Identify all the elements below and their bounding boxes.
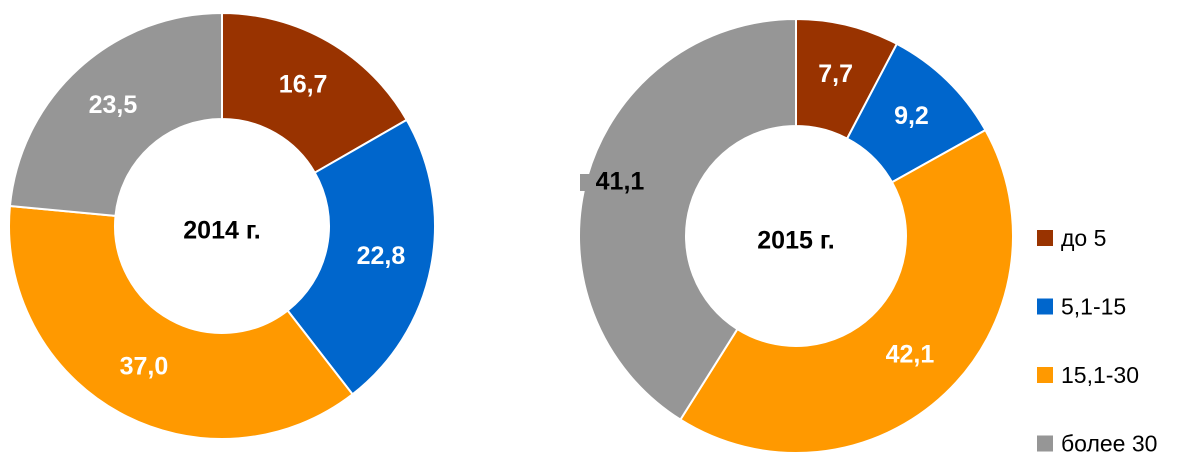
legend-key [1037,435,1053,452]
donut-slice [286,118,436,396]
legend-key [1037,230,1053,246]
data-label: 37,0 [120,353,169,381]
legend-label: до 5 [1061,225,1106,251]
legend-label: 15,1-30 [1061,362,1139,388]
label-key [580,174,597,191]
data-label: 22,8 [357,242,406,270]
donut-slice [578,17,797,422]
data-label: 23,5 [89,91,138,119]
donut-slice [221,11,409,175]
data-label: 41,1 [596,168,645,196]
data-label: 9,2 [894,102,929,130]
data-label: 7,7 [818,60,853,88]
data-label: 42,1 [886,341,935,369]
legend-key [1037,367,1053,383]
legend-key [1037,298,1053,315]
donut-slice [8,204,354,440]
donut-slice [8,11,223,218]
donut-slice [679,128,1014,454]
legend-label: более 30 [1061,431,1157,455]
data-label: 16,7 [279,70,328,98]
legend-label: 5,1-15 [1061,294,1126,320]
center-title: 2014 г. [183,217,260,245]
center-title: 2015 г. [757,227,834,255]
